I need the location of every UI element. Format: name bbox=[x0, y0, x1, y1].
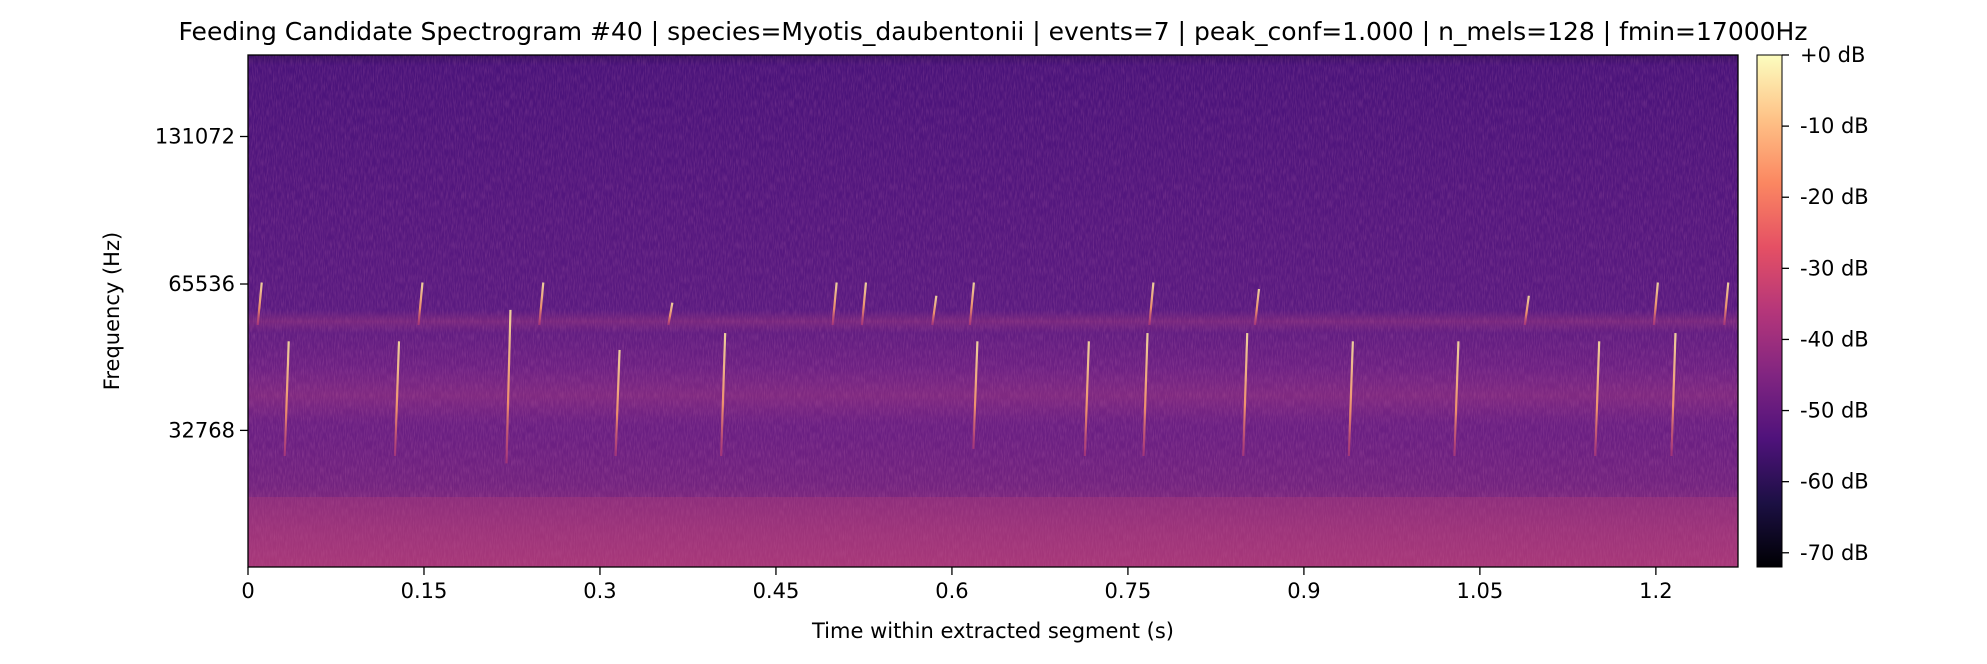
call-sweep bbox=[1347, 341, 1354, 457]
colorbar-tick-label: -30 dB bbox=[1800, 256, 1869, 280]
x-tick-label: 0.9 bbox=[1287, 579, 1320, 603]
colorbar-ticks: +0 dB -10 dB -20 dB -30 dB -40 dB -50 dB -60 d… bbox=[1782, 43, 1869, 565]
x-axis-label: Time within extracted segment (s) bbox=[811, 619, 1174, 643]
energy-band bbox=[248, 309, 1738, 334]
plot-frame bbox=[247, 54, 1739, 568]
call-sweep bbox=[393, 341, 401, 457]
bat-calls bbox=[256, 282, 1730, 464]
call-sweep bbox=[972, 341, 979, 449]
low-frequency-energy bbox=[248, 497, 1738, 567]
call-sweep bbox=[1453, 341, 1460, 457]
call-sweep bbox=[1652, 282, 1659, 326]
colorbar-tick-label: -20 dB bbox=[1800, 185, 1869, 209]
call-sweep bbox=[1242, 332, 1249, 457]
call-sweep bbox=[283, 341, 290, 457]
energy-bands bbox=[248, 309, 1738, 567]
x-tick-label: 0.15 bbox=[401, 579, 448, 603]
x-tick-label: 0 bbox=[241, 579, 254, 603]
x-tick-label: 0.3 bbox=[583, 579, 616, 603]
energy-band bbox=[248, 368, 1738, 423]
colorbar-tick-label: -60 dB bbox=[1800, 470, 1869, 494]
call-sweep bbox=[1723, 282, 1730, 326]
colorbar-tick-label: -50 dB bbox=[1800, 399, 1869, 423]
colorbar-tick-label: -40 dB bbox=[1800, 327, 1869, 351]
x-tick-label: 0.75 bbox=[1105, 579, 1152, 603]
chart-title: Feeding Candidate Spectrogram #40 | spec… bbox=[179, 17, 1808, 46]
call-sweep bbox=[1523, 295, 1530, 326]
call-sweep bbox=[538, 282, 545, 326]
call-sweep bbox=[667, 302, 674, 326]
plot-area bbox=[248, 55, 1738, 567]
colorbar-tick-label: -70 dB bbox=[1800, 541, 1869, 565]
x-tick-label: 1.05 bbox=[1457, 579, 1504, 603]
call-sweep bbox=[831, 282, 838, 326]
x-tick-label: 0.45 bbox=[753, 579, 800, 603]
colorbar-gradient bbox=[1756, 54, 1783, 568]
colorbar-tick-label: -10 dB bbox=[1800, 114, 1869, 138]
x-tick-label: 0.6 bbox=[935, 579, 968, 603]
call-sweep bbox=[931, 295, 938, 326]
call-sweep bbox=[1083, 341, 1090, 457]
call-sweep bbox=[860, 282, 868, 326]
call-sweep bbox=[1594, 341, 1601, 457]
x-tick-label: 1.2 bbox=[1639, 579, 1672, 603]
call-sweep bbox=[1142, 332, 1149, 457]
call-sweep bbox=[614, 349, 621, 457]
y-tick-label: 131072 bbox=[155, 125, 235, 149]
y-tick-label: 65536 bbox=[168, 272, 235, 296]
call-sweep bbox=[1148, 282, 1155, 326]
call-sweep bbox=[1670, 332, 1677, 457]
colorbar-tick-label: +0 dB bbox=[1800, 43, 1865, 67]
x-axis-ticks: 0 0.15 0.3 0.45 0.6 0.75 0.9 1.05 1.2 bbox=[241, 567, 1673, 603]
y-tick-label: 32768 bbox=[168, 418, 235, 442]
call-sweep bbox=[256, 282, 263, 326]
colorbar: +0 dB -10 dB -20 dB -30 dB -40 dB -50 dB -60 d… bbox=[1756, 43, 1869, 568]
call-sweep bbox=[1253, 288, 1261, 326]
y-axis-ticks: 32768 65536 131072 bbox=[155, 125, 248, 442]
call-sweep bbox=[505, 309, 512, 464]
call-sweep bbox=[968, 282, 975, 326]
y-axis-label: Frequency (Hz) bbox=[100, 232, 124, 390]
call-sweep bbox=[720, 332, 727, 457]
call-sweep bbox=[417, 282, 424, 326]
